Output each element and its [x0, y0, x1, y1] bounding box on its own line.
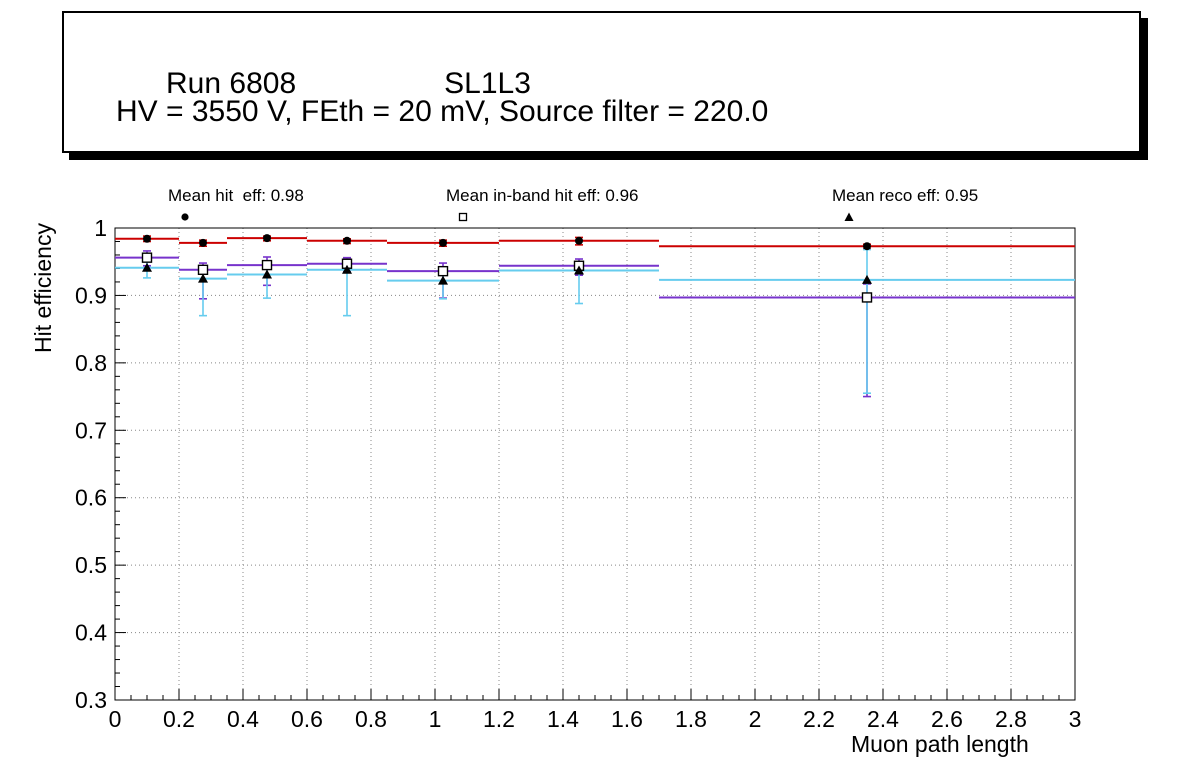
title-line-1: Run 6808 SL1L3: [116, 33, 531, 135]
legend: Mean hit eff: 0.98 Mean in-band hit eff:…: [0, 183, 1196, 222]
legend-entry-reco-eff: Mean reco eff: 0.95: [804, 183, 979, 221]
svg-text:2.4: 2.4: [867, 706, 899, 732]
superlayer-label: SL1L3: [444, 67, 531, 100]
x-axis-title: Muon path length: [851, 731, 1029, 757]
svg-text:1.8: 1.8: [675, 706, 707, 732]
legend-label-inband-eff: Mean in-band hit eff: 0.96: [446, 186, 639, 205]
run-label: Run 6808: [166, 67, 297, 100]
legend-label-reco-eff: Mean reco eff: 0.95: [832, 186, 979, 205]
svg-text:0.5: 0.5: [75, 552, 107, 578]
svg-text:0.8: 0.8: [75, 350, 107, 376]
svg-text:0.6: 0.6: [291, 706, 323, 732]
svg-text:2.2: 2.2: [803, 706, 835, 732]
plot-frame: [114, 227, 1076, 701]
legend-entry-inband-eff: Mean in-band hit eff: 0.96: [418, 183, 639, 222]
svg-text:3: 3: [1069, 706, 1082, 732]
gridlines: [115, 228, 1075, 700]
svg-text:0: 0: [109, 706, 122, 732]
svg-text:2.6: 2.6: [931, 706, 963, 732]
svg-text:1: 1: [429, 706, 442, 732]
svg-text:0.8: 0.8: [355, 706, 387, 732]
title-line-2: HV = 3550 V, FEth = 20 mV, Source filter…: [116, 95, 769, 128]
svg-text:0.4: 0.4: [75, 620, 107, 646]
series-markers: [141, 234, 873, 303]
svg-text:2.8: 2.8: [995, 706, 1027, 732]
y-axis-title: Hit efficiency: [30, 223, 56, 353]
open-square-icon: [418, 189, 467, 222]
svg-text:0.7: 0.7: [75, 417, 107, 443]
svg-text:1: 1: [94, 215, 107, 241]
legend-label-hit-eff: Mean hit eff: 0.98: [168, 186, 304, 205]
series-lines: [115, 235, 1075, 398]
filled-triangle-icon: [804, 189, 854, 221]
axis-ticks: [114, 227, 1076, 701]
svg-text:0.9: 0.9: [75, 282, 107, 308]
svg-text:1.2: 1.2: [483, 706, 515, 732]
svg-text:1.6: 1.6: [611, 706, 643, 732]
svg-text:2: 2: [749, 706, 762, 732]
svg-text:0.2: 0.2: [163, 706, 195, 732]
filled-circle-icon: [140, 189, 189, 221]
title-box: Run 6808 SL1L3 HV = 3550 V, FEth = 20 mV,…: [62, 11, 1141, 153]
svg-text:0.6: 0.6: [75, 485, 107, 511]
legend-entry-hit-eff: Mean hit eff: 0.98: [140, 183, 304, 221]
svg-text:0.3: 0.3: [75, 687, 107, 713]
svg-text:1.4: 1.4: [547, 706, 579, 732]
svg-text:0.4: 0.4: [227, 706, 259, 732]
axis-tick-labels: 0 0.2 0.4 0.6 0.8 1 1.2 1.4 1.6 1.8 2 2.2 2.4 2.6 2.8 3…: [75, 215, 1081, 732]
